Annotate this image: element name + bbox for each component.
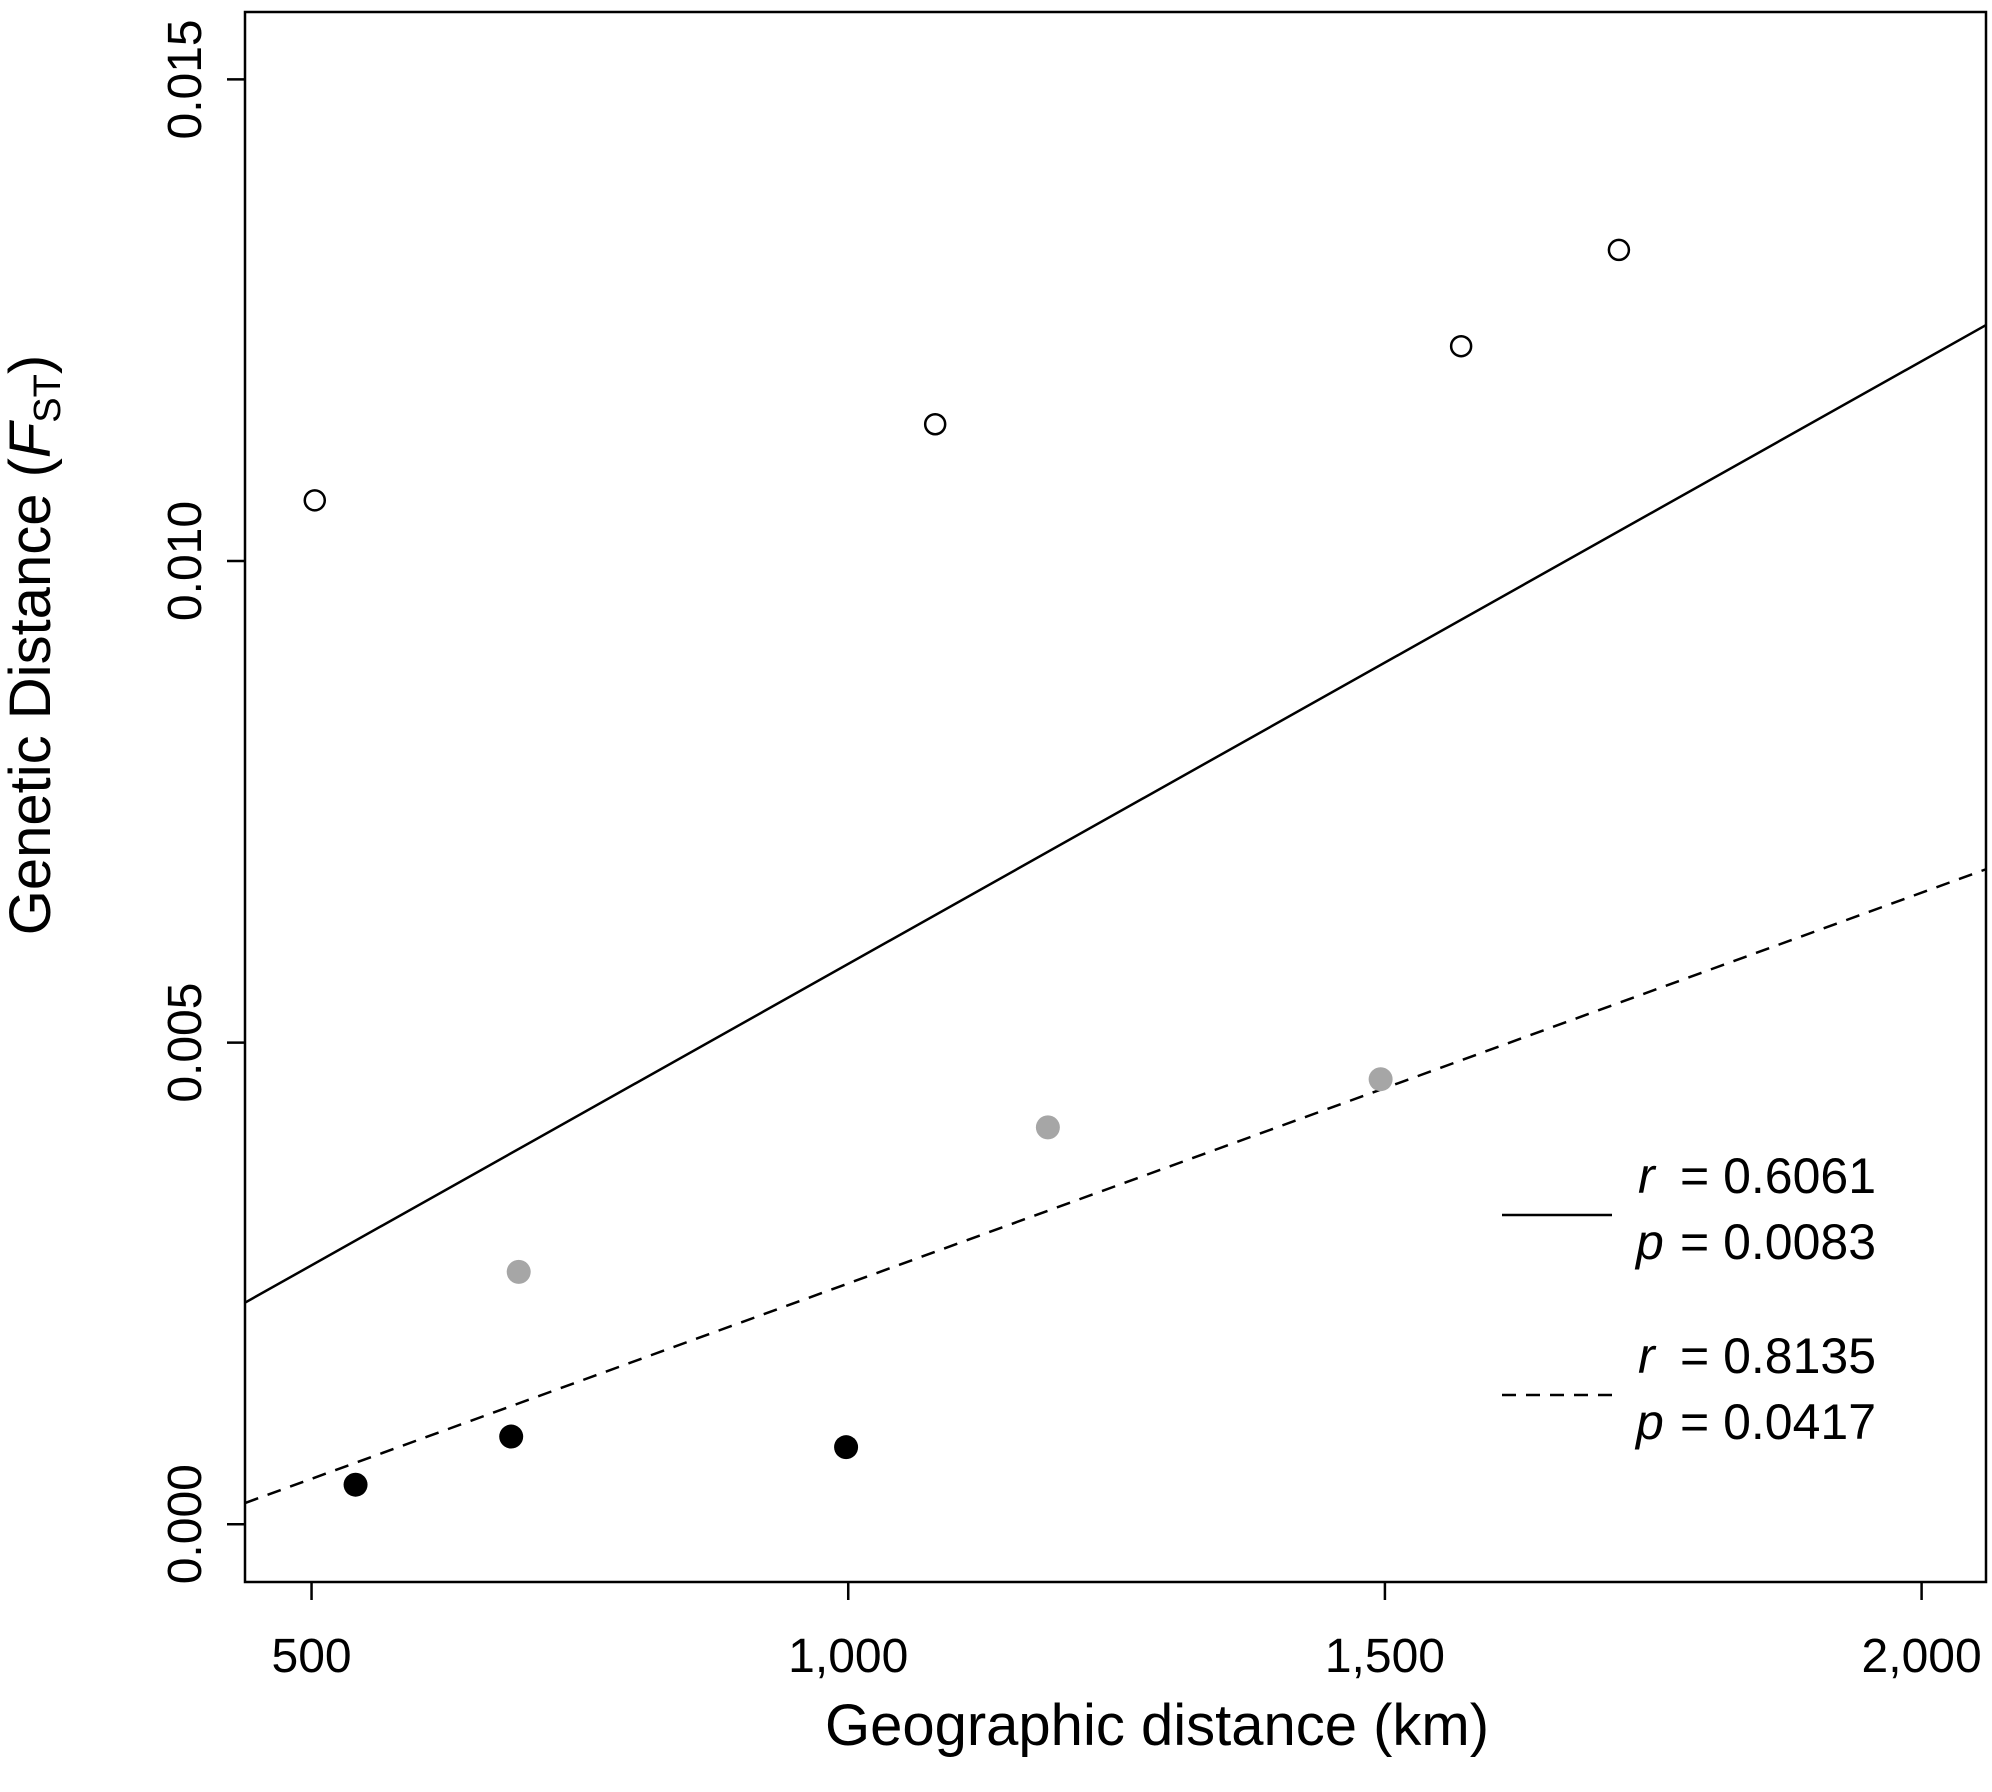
legend-p-symbol: p — [1634, 1214, 1664, 1270]
y-tick-label: 0.015 — [159, 19, 212, 139]
y-tick-label: 0.005 — [159, 983, 212, 1103]
legend-p-value: = 0.0417 — [1680, 1394, 1876, 1450]
data-point-black — [834, 1435, 859, 1460]
y-axis-title: Genetic Distance (FST) — [0, 355, 69, 935]
y-axis-title-close: ) — [0, 355, 63, 374]
legend-r-symbol: r — [1638, 1328, 1657, 1384]
x-tick-label: 1,500 — [1325, 1630, 1445, 1683]
data-point-gray — [506, 1259, 531, 1284]
data-point-gray — [1368, 1067, 1393, 1092]
data-point-open — [923, 412, 947, 436]
y-tick-label: 0.010 — [159, 501, 212, 621]
y-axis-title-subscript: ST — [27, 374, 69, 423]
data-point-open — [1607, 238, 1631, 262]
x-tick-label: 500 — [272, 1630, 352, 1683]
regression-line-dashed — [244, 868, 1987, 1505]
y-tick-label: 0.000 — [159, 1464, 212, 1584]
legend-r-value: = 0.6061 — [1680, 1148, 1876, 1204]
x-tick-label: 2,000 — [1862, 1630, 1982, 1683]
data-point-gray — [1035, 1115, 1060, 1140]
regression-lines — [244, 323, 1987, 1505]
data-points — [303, 238, 1631, 1497]
plot-frame — [243, 10, 1988, 1584]
legend-p-value: = 0.0083 — [1680, 1214, 1876, 1270]
y-axis-title-main: Genetic Distance ( — [0, 458, 63, 935]
regression-line-solid — [244, 323, 1987, 1304]
legend: r = 0.6061 p = 0.0083 r = 0.8135 p = 0.0417 — [1502, 1148, 1876, 1450]
legend-r-value: = 0.8135 — [1680, 1328, 1876, 1384]
data-point-black — [343, 1472, 368, 1497]
data-point-open — [1449, 334, 1473, 358]
legend-p-symbol: p — [1634, 1394, 1664, 1450]
y-axis-title-symbol: F — [0, 419, 63, 458]
x-axis-title: Geographic distance (km) — [825, 1693, 1489, 1758]
svg-text:Genetic Distance (FST): Genetic Distance (FST) — [0, 355, 69, 935]
data-point-black — [499, 1424, 524, 1449]
data-point-open — [303, 489, 327, 512]
axes: 500 1,000 1,500 2,000 0.000 0.005 0.010 0.015 — [159, 19, 1982, 1683]
legend-r-symbol: r — [1638, 1148, 1657, 1204]
x-tick-label: 1,000 — [788, 1630, 908, 1683]
